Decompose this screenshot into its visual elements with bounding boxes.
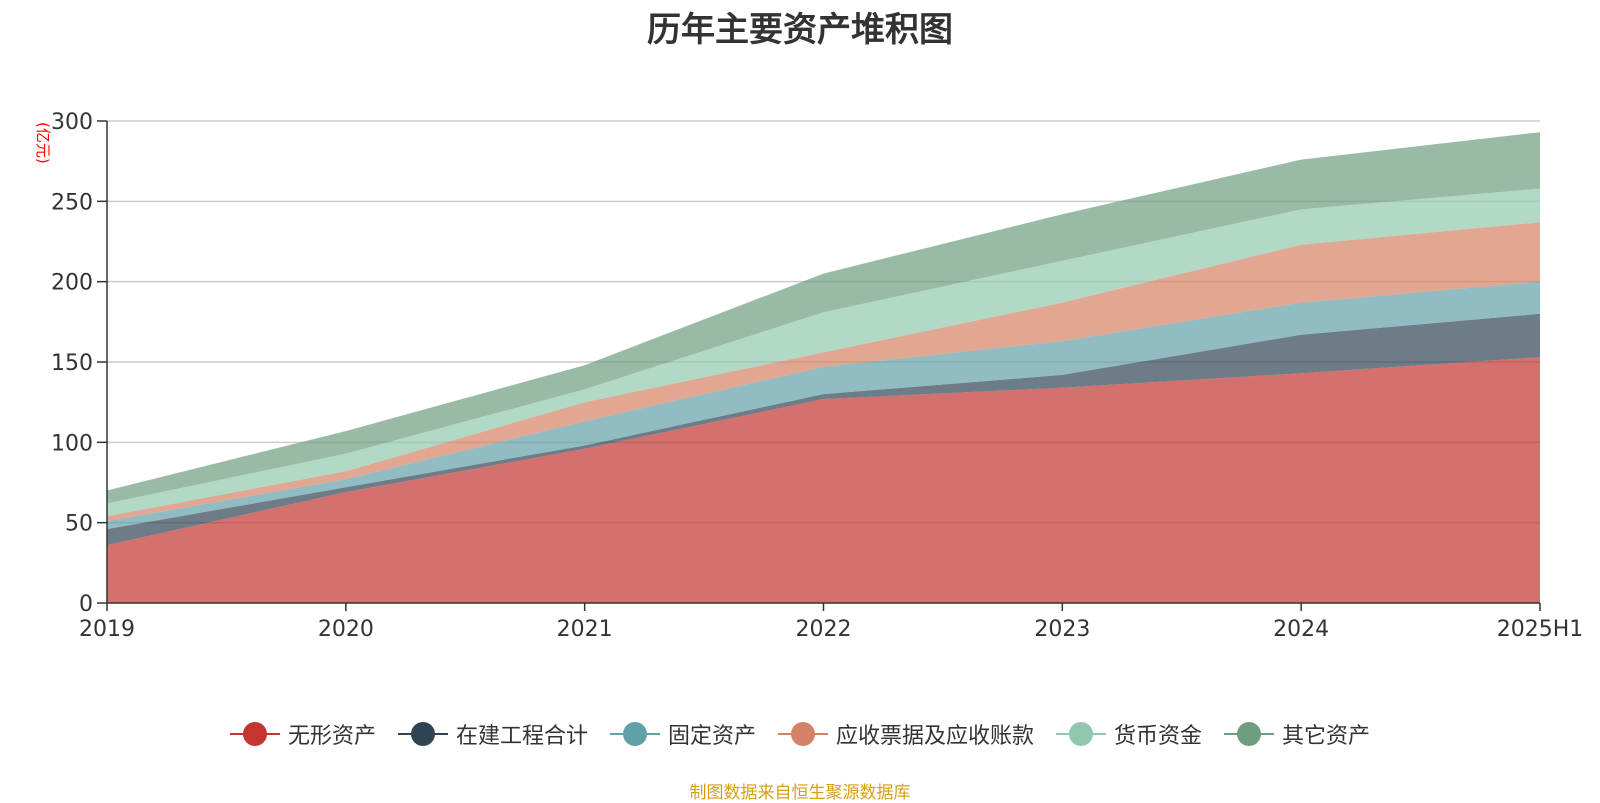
y-tick-label: 200 bbox=[51, 271, 93, 296]
y-tick-label: 300 bbox=[51, 110, 93, 135]
y-tick-label: 0 bbox=[79, 592, 93, 617]
legend-swatch-icon bbox=[1224, 722, 1275, 746]
legend-swatch-icon bbox=[397, 722, 448, 746]
x-tick-label: 2021 bbox=[557, 617, 613, 642]
y-tick-label: 150 bbox=[51, 351, 93, 376]
x-tick-label: 2019 bbox=[79, 617, 135, 642]
y-tick-label: 50 bbox=[65, 512, 93, 537]
legend-label: 无形资产 bbox=[287, 724, 376, 749]
y-tick-label: 100 bbox=[51, 431, 93, 456]
x-tick-label: 2024 bbox=[1273, 617, 1329, 642]
area-series-2 bbox=[107, 281, 1540, 530]
x-tick-label: 2022 bbox=[796, 617, 852, 642]
legend-label: 在建工程合计 bbox=[455, 724, 588, 749]
area-series-5 bbox=[107, 132, 1540, 504]
legend-item-3[interactable]: 应收票据及应收账款 bbox=[778, 718, 1034, 750]
legend-label: 其它资产 bbox=[1282, 724, 1371, 749]
data-source-note: 制图数据来自恒生聚源数据库 bbox=[689, 783, 911, 803]
legend-item-5[interactable]: 其它资产 bbox=[1224, 718, 1370, 750]
area-series-4 bbox=[107, 188, 1540, 517]
area-series-1 bbox=[107, 313, 1540, 546]
legend-label: 货币资金 bbox=[1114, 724, 1203, 749]
legend-item-2[interactable]: 固定资产 bbox=[609, 718, 756, 750]
x-tick-label: 2025H1 bbox=[1497, 617, 1584, 642]
legend-item-0[interactable]: 无形资产 bbox=[229, 718, 376, 750]
area-series-0 bbox=[107, 357, 1540, 603]
legend-item-1[interactable]: 在建工程合计 bbox=[397, 718, 588, 750]
y-tick-label: 250 bbox=[51, 190, 93, 215]
legend-item-4[interactable]: 货币资金 bbox=[1056, 718, 1202, 750]
legend-label: 应收票据及应收账款 bbox=[836, 724, 1035, 749]
legend-label: 固定资产 bbox=[667, 724, 756, 749]
legend: 无形资产 在建工程合计 固定资产 应收票据及应收账款 货币资金 其它资产 bbox=[0, 718, 1600, 750]
area-series-3 bbox=[107, 222, 1540, 522]
legend-swatch-icon bbox=[778, 722, 828, 746]
x-tick-label: 2023 bbox=[1034, 617, 1090, 642]
legend-swatch-icon bbox=[1056, 722, 1107, 746]
area-layer bbox=[107, 132, 1540, 603]
legend-swatch-icon bbox=[229, 722, 280, 746]
axis-layer: 0 50 100 150 200 250 300 2019 2020 2021 2022 2023 20… bbox=[51, 110, 1583, 642]
x-tick-label: 2020 bbox=[318, 617, 374, 642]
chart-title: 历年主要资产堆积图 bbox=[647, 10, 953, 50]
legend-swatch-icon bbox=[609, 722, 660, 746]
